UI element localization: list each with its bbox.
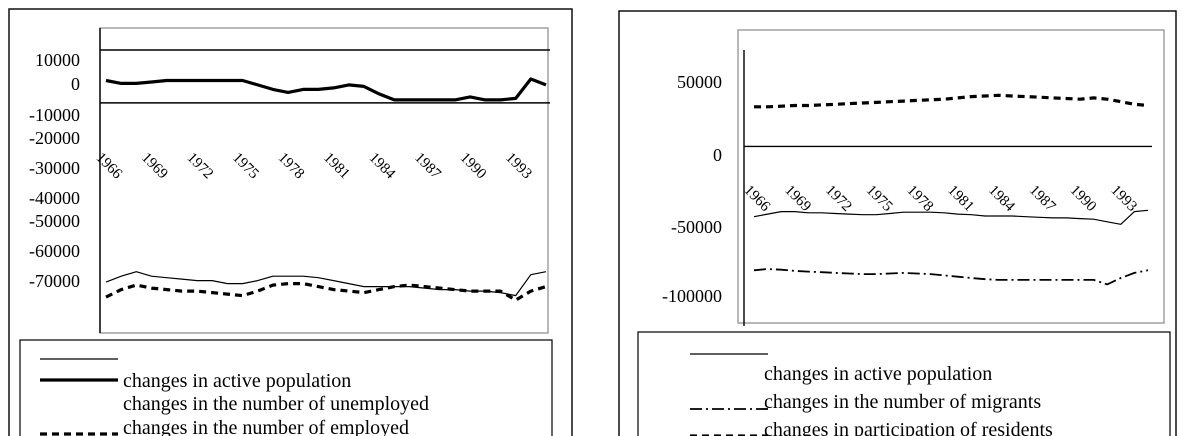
left-x-tick-label: 1990 — [457, 150, 490, 183]
left-y-tick-label: -70000 — [29, 271, 80, 291]
left-x-tick-label: 1966 — [93, 150, 126, 183]
left-legend-label: changes in the number of unemployed — [123, 393, 429, 415]
right-chart-border — [618, 10, 1177, 436]
left-x-tick-label: 1981 — [320, 150, 353, 183]
left-legend-label: changes in active population — [123, 370, 351, 392]
right-plot-area — [737, 29, 1165, 324]
right-y-tick-label: -100000 — [662, 286, 722, 306]
right-x-tick-label: 1972 — [822, 182, 855, 215]
left-y-tick-label: 0 — [71, 74, 80, 94]
left-series-line — [105, 77, 547, 102]
left-y-tick-label: -30000 — [29, 158, 80, 178]
left-legend-box — [19, 339, 553, 436]
right-series-line — [754, 93, 1149, 109]
right-x-tick-label: 1984 — [985, 182, 1018, 215]
right-x-tick-label: 1981 — [944, 182, 977, 215]
left-x-tick-label: 1972 — [184, 150, 217, 183]
chart-right: 500000-50000-100000-15000019661969197219… — [618, 10, 1178, 436]
right-y-tick-label: 50000 — [677, 72, 722, 92]
left-series-line — [105, 282, 547, 302]
left-y-tick-label: -10000 — [29, 105, 80, 125]
left-y-tick-label: -20000 — [29, 128, 80, 148]
right-legend-label: changes in active population — [764, 363, 992, 385]
right-x-tick-label: 1987 — [1026, 182, 1059, 215]
right-x-tick-label: 1990 — [1067, 182, 1100, 215]
left-plot-area — [99, 27, 549, 334]
right-legend-label: changes in the number of migrants — [764, 391, 1041, 413]
left-x-tick-label: 1993 — [502, 150, 535, 183]
left-x-tick-label: 1984 — [366, 150, 399, 183]
left-y-tick-label: -60000 — [29, 241, 80, 261]
left-legend-label: changes in the number of employed — [123, 417, 409, 436]
right-x-tick-label: 1969 — [781, 182, 814, 215]
right-x-tick-label: 1966 — [741, 182, 774, 215]
left-y-tick-label: -40000 — [29, 188, 80, 208]
left-x-tick-label: 1987 — [411, 150, 444, 183]
right-legend-label: changes in participation of residents — [764, 419, 1053, 436]
right-y-tick-label: 0 — [713, 145, 722, 165]
chart-left: 10000 0 -10000 -20000 -30000 -40000 -50000 -600… — [8, 8, 573, 436]
chart-left-svg: 10000 0 -10000 -20000 -30000 -40000 -50000 -600… — [8, 8, 573, 436]
left-x-tick-label: 1969 — [138, 150, 171, 183]
left-y-tick-label: -50000 — [29, 211, 80, 231]
right-x-tick-label: 1993 — [1107, 182, 1140, 215]
left-x-tick-label: 1975 — [229, 150, 262, 183]
right-series-line — [753, 268, 1149, 286]
left-x-tick-label: 1978 — [275, 150, 308, 183]
right-x-tick-label: 1975 — [863, 182, 896, 215]
right-legend-box — [637, 331, 1171, 436]
right-y-tick-label: -50000 — [671, 217, 722, 237]
left-chart-border — [8, 8, 573, 436]
right-x-tick-label: 1978 — [904, 182, 937, 215]
left-y-tick-label: 10000 — [35, 50, 80, 70]
right-series-line — [753, 209, 1149, 225]
chart-right-svg: 500000-50000-100000-15000019661969197219… — [618, 10, 1177, 436]
left-series-line — [105, 271, 547, 297]
